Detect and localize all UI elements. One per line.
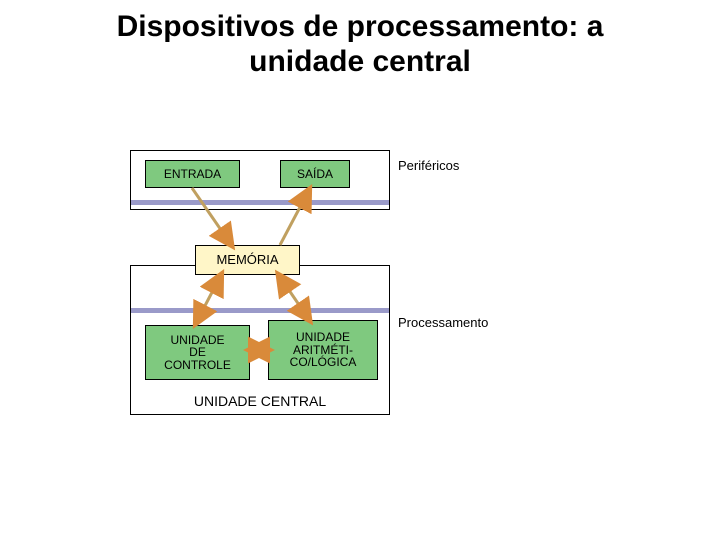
label-entrada: ENTRADA [164, 168, 221, 181]
ula-text: UNIDADE ARITMÉTI- CO/LÓGICA [290, 331, 357, 369]
box-saida: SAÍDA [280, 160, 350, 188]
ula-line3: CO/LÓGICA [290, 355, 357, 369]
text-unidade-central: UNIDADE CENTRAL [194, 393, 326, 409]
diagram-container: ENTRADA SAÍDA MEMÓRIA UNIDADE DE CONTROL… [130, 150, 490, 440]
uc-line3: CONTROLE [164, 358, 231, 372]
page-title: Dispositivos de processamento: a unidade… [0, 10, 720, 79]
text-perifericos: Periféricos [398, 158, 459, 173]
hbar-top [131, 200, 389, 205]
box-memoria: MEMÓRIA [195, 245, 300, 275]
box-unidade-controle: UNIDADE DE CONTROLE [145, 325, 250, 380]
label-unidade-central: UNIDADE CENTRAL [130, 393, 390, 409]
box-entrada: ENTRADA [145, 160, 240, 188]
label-memoria: MEMÓRIA [216, 253, 278, 267]
title-line-1: Dispositivos de processamento: a [117, 10, 604, 43]
label-processamento: Processamento [398, 315, 488, 330]
label-perifericos: Periféricos [398, 158, 459, 173]
hbar-mid [131, 308, 389, 313]
box-unidade-aritmetica: UNIDADE ARITMÉTI- CO/LÓGICA [268, 320, 378, 380]
label-saida: SAÍDA [297, 168, 333, 181]
uc-text: UNIDADE DE CONTROLE [164, 334, 231, 372]
text-processamento: Processamento [398, 315, 488, 330]
title-line-2: unidade central [249, 45, 471, 78]
